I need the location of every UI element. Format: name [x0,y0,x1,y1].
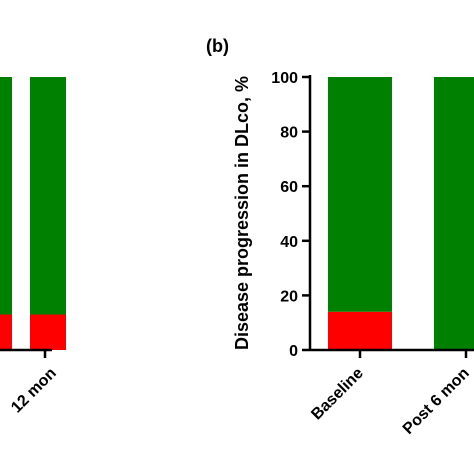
left-panel-x-tick-labels: 12 mon [8,365,60,417]
left-panel-partial: 12 mon [0,77,66,416]
panel-label: (b) [206,36,229,56]
bar-post-6-mon-segment-1 [434,77,474,350]
left-panel-bars [0,77,66,350]
bar-baseline-segment-0 [328,311,392,350]
left-bar-segment-0 [30,314,66,350]
y-tick-label-20: 20 [280,288,298,305]
y-tick-label-60: 60 [280,179,298,196]
bar-cropped-red [0,314,12,350]
y-tick-label-80: 80 [280,125,298,142]
left-x-tick-label: 12 mon [8,365,60,417]
x-tick-label-0: Baseline [308,365,367,424]
right-panel-chart: Disease progression in DLco, % 0 20 40 60 80… [232,70,474,438]
bar-baseline-segment-1 [328,77,392,312]
y-axis-title: Disease progression in DLco, % [232,76,252,350]
y-tick-label-0: 0 [289,343,298,360]
y-axis-ticks [302,75,310,352]
left-bar-segment-1 [30,77,66,315]
bar-cropped-green [0,77,12,350]
y-tick-label-40: 40 [280,234,298,251]
x-axis-ticks [358,350,468,358]
y-tick-label-100: 100 [271,70,298,87]
bars [328,77,474,350]
x-tick-label-1: Post 6 mon [400,365,473,438]
y-tick-labels: 0 20 40 60 80 100 [271,70,298,360]
